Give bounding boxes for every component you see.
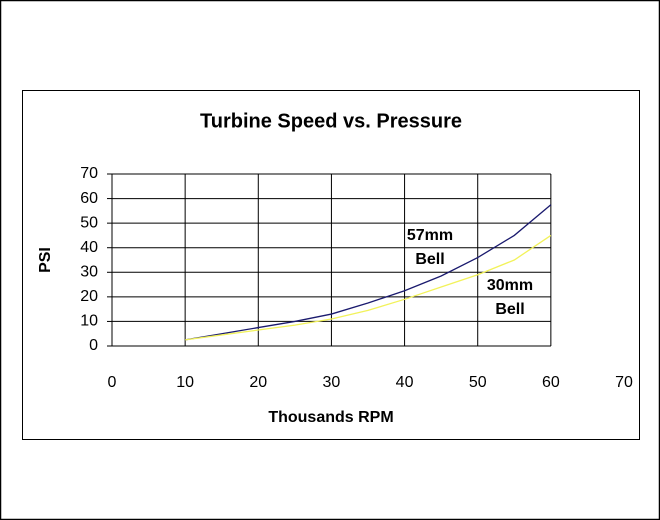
x-tick-label: 30 — [323, 374, 341, 391]
x-tick-label: 10 — [176, 374, 194, 391]
series-line — [185, 204, 552, 341]
y-tick-label: 40 — [80, 239, 98, 256]
y-tick-label: 20 — [80, 288, 98, 305]
annotation: Bell — [495, 301, 524, 318]
chart-title: Turbine Speed vs. Pressure — [200, 110, 462, 132]
y-tick-label: 50 — [80, 214, 98, 231]
x-tick-label: 0 — [108, 374, 117, 391]
y-axis-label: PSI — [37, 247, 54, 273]
y-tick-label: 70 — [80, 165, 98, 182]
x-tick-label: 70 — [615, 374, 633, 391]
y-tick-label: 30 — [80, 264, 98, 281]
y-tick-label: 0 — [89, 337, 98, 354]
x-tick-label: 40 — [396, 374, 414, 391]
annotation: Bell — [415, 251, 444, 268]
series-line — [185, 234, 552, 341]
x-axis-label: Thousands RPM — [268, 409, 393, 426]
y-tick-label: 60 — [80, 190, 98, 207]
x-tick-label: 20 — [249, 374, 267, 391]
y-tick-label: 10 — [80, 313, 98, 330]
x-tick-label: 60 — [542, 374, 560, 391]
x-tick-label: 50 — [469, 374, 487, 391]
annotation: 57mm — [407, 227, 453, 244]
annotation: 30mm — [487, 277, 533, 294]
